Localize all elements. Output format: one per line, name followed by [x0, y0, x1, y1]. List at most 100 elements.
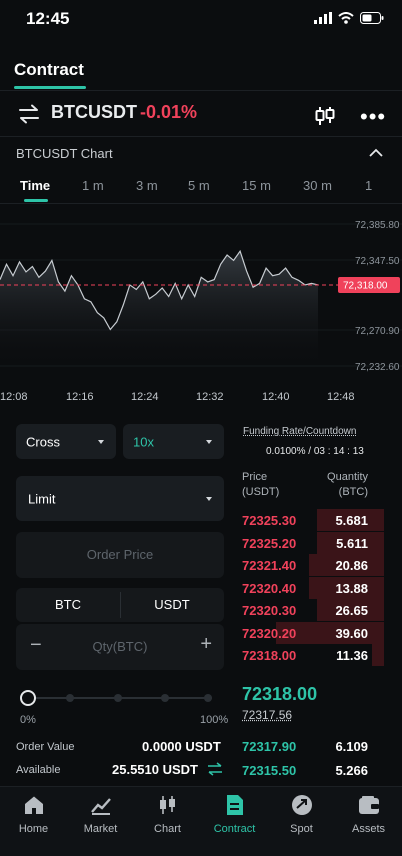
timeframe-tab[interactable]: 30 m	[303, 178, 332, 193]
mark-price[interactable]: 72317.56	[242, 708, 293, 722]
price-chart[interactable]: 72,385.80 72,347.50 72,270.90 72,232.60 12:0…	[0, 208, 402, 408]
candlestick-icon[interactable]	[314, 106, 336, 126]
order-type-select[interactable]: Limit	[16, 476, 224, 521]
chart-title[interactable]: BTCUSDT Chart	[16, 146, 113, 161]
orderbook-ask-row[interactable]: 72318.00 11.36	[236, 644, 384, 666]
orderbook-ask-row[interactable]: 72325.20 5.611	[236, 531, 384, 554]
orderbook-price-header: Price (USDT)	[242, 470, 279, 500]
current-price-label: 72,318.00	[343, 280, 388, 291]
order-value-label: Order Value	[16, 741, 75, 753]
status-bar: 12:45	[0, 0, 402, 40]
x-tick-label: 12:48	[327, 391, 355, 403]
plus-icon[interactable]: +	[200, 633, 212, 655]
nav-assets[interactable]: Assets	[335, 793, 402, 835]
x-tick-label: 12:08	[0, 391, 28, 403]
price-header-unit: (USDT)	[242, 486, 280, 498]
margin-mode-value: Cross	[26, 434, 60, 449]
nav-label: Home	[18, 823, 49, 835]
timeframe-tab[interactable]: 15 m	[242, 178, 271, 193]
caret-down-icon	[98, 439, 104, 444]
orderbook-ask-row[interactable]: 72325.30 5.681	[236, 509, 384, 531]
timeframe-tab[interactable]: 3 m	[136, 178, 158, 193]
pair-symbol[interactable]: BTCUSDT	[51, 102, 137, 122]
orderbook-ask-row[interactable]: 72320.40 13.88	[236, 576, 384, 599]
x-tick-label: 12:40	[262, 391, 290, 403]
tab-contract[interactable]: Contract	[14, 60, 84, 79]
divider	[0, 203, 402, 204]
order-type-value: Limit	[28, 491, 56, 506]
available-label: Available	[16, 764, 61, 776]
nav-spot[interactable]: Spot	[268, 793, 335, 835]
nav-chart[interactable]: Chart	[134, 793, 201, 835]
timeframe-active-indicator	[24, 199, 48, 202]
orderbook-ask-row[interactable]: 72321.40 20.86	[236, 554, 384, 576]
divider	[120, 592, 121, 618]
assets-icon	[358, 796, 379, 814]
nav-market[interactable]: Market	[67, 793, 134, 835]
x-tick-label: 12:24	[131, 391, 159, 403]
quantity-input[interactable]: Qty(BTC)	[92, 639, 148, 654]
price-area	[0, 251, 318, 364]
transfer-icon[interactable]	[207, 762, 223, 776]
slider-handle[interactable]	[20, 690, 36, 706]
slider-step[interactable]	[161, 694, 169, 702]
unit-usdt-button[interactable]: USDT	[154, 597, 190, 612]
bid-price: 72317.90	[242, 739, 297, 754]
ask-quantity: 5.611	[336, 535, 368, 551]
pair-header: BTCUSDT -0.01% •••	[0, 96, 402, 134]
minus-icon[interactable]: −	[30, 634, 42, 656]
ask-price: 72320.20	[242, 625, 297, 641]
home-icon	[24, 796, 43, 814]
timeframe-tab[interactable]: 1	[365, 178, 373, 193]
depth-bar	[317, 509, 384, 531]
chevron-up-icon[interactable]	[368, 145, 384, 161]
orderbook-bid-row[interactable]: 72317.90 6.109	[236, 735, 384, 757]
quantity-slider[interactable]	[20, 690, 220, 706]
orderbook-ask-row[interactable]: 72320.30 26.65	[236, 599, 384, 621]
slider-step[interactable]	[114, 694, 122, 702]
price-header-label: Price	[242, 471, 268, 483]
nav-home[interactable]: Home	[0, 793, 67, 835]
unit-btc-button[interactable]: BTC	[55, 597, 81, 612]
ask-price: 72318.00	[242, 648, 297, 663]
ask-price: 72325.30	[242, 513, 297, 528]
unit-toggle: BTC USDT	[16, 588, 224, 622]
qty-header-unit: (BTC)	[338, 486, 368, 498]
caret-down-icon	[206, 496, 212, 501]
qty-header-label: Quantity	[327, 471, 368, 483]
order-price-input[interactable]: Order Price	[16, 532, 224, 578]
funding-rate-title[interactable]: Funding Rate/Countdown	[243, 426, 357, 437]
y-tick-label: 72,270.90	[355, 326, 400, 337]
swap-pair-icon[interactable]	[18, 104, 40, 124]
bottom-nav: Home Market Chart Contract Spot Assets	[0, 786, 402, 856]
nav-contract[interactable]: Contract	[201, 793, 268, 835]
available-balance: 25.5510 USDT	[112, 762, 198, 777]
slider-step[interactable]	[204, 694, 212, 702]
margin-mode-select[interactable]: Cross	[16, 424, 116, 459]
nav-label: Contract	[213, 823, 256, 835]
timeframe-tab[interactable]: 5 m	[188, 178, 210, 193]
orderbook-bid-row[interactable]: 72315.50 5.266	[236, 759, 384, 781]
timeframe-tab[interactable]: Time	[20, 178, 51, 193]
more-options-icon[interactable]: •••	[360, 104, 387, 129]
spot-icon	[291, 795, 312, 815]
ask-quantity: 39.60	[335, 625, 368, 641]
funding-rate-value: 0.0100% / 03 : 14 : 13	[266, 446, 364, 457]
nav-label: Assets	[351, 823, 385, 835]
divider	[0, 136, 402, 137]
last-price[interactable]: 72318.00	[242, 684, 318, 704]
timeframe-tabs: Time 1 m 3 m 5 m 15 m 30 m 1	[0, 178, 402, 202]
slider-step[interactable]	[66, 694, 74, 702]
market-icon	[90, 798, 111, 815]
orderbook-qty-header: Quantity (BTC)	[320, 470, 368, 500]
bid-quantity: 5.266	[335, 763, 368, 778]
ask-quantity: 5.681	[335, 513, 368, 528]
ask-quantity: 11.36	[336, 648, 368, 663]
slider-max-label: 100%	[200, 714, 229, 726]
battery-icon	[360, 12, 384, 24]
chart-icon	[159, 796, 175, 814]
timeframe-tab[interactable]: 1 m	[82, 178, 104, 193]
nav-label: Market	[83, 823, 118, 835]
leverage-select[interactable]: 10x	[123, 424, 224, 459]
orderbook-ask-row[interactable]: 72320.20 39.60	[236, 621, 384, 644]
